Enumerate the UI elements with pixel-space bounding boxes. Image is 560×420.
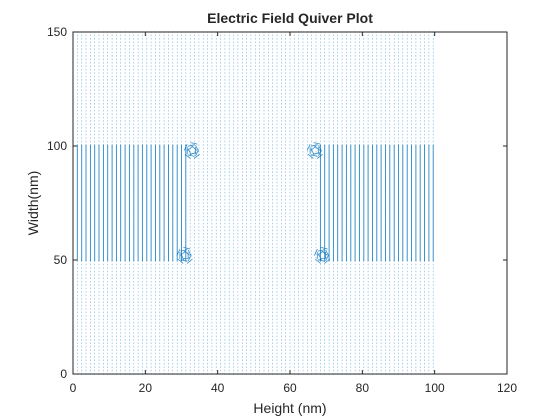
x-tick-label: 120 — [497, 381, 517, 395]
y-axis-label: Width(nm) — [25, 171, 41, 236]
chart-title: Electric Field Quiver Plot — [207, 10, 373, 26]
y-tick-label: 0 — [60, 367, 67, 381]
x-tick-label: 80 — [356, 381, 370, 395]
x-tick-label: 20 — [139, 381, 153, 395]
y-tick-label: 150 — [47, 25, 67, 39]
y-axis-ticks: 0 50 100 150 — [47, 25, 507, 381]
y-tick-label: 100 — [47, 139, 67, 153]
x-tick-label: 40 — [211, 381, 225, 395]
x-axis-label: Height (nm) — [253, 400, 326, 416]
x-tick-label: 100 — [425, 381, 445, 395]
x-tick-label: 0 — [70, 381, 77, 395]
y-tick-label: 50 — [54, 253, 68, 267]
x-axis-ticks: 0 20 40 60 80 100 120 — [70, 32, 517, 395]
x-tick-label: 60 — [283, 381, 297, 395]
vortex-arrows — [176, 142, 331, 264]
